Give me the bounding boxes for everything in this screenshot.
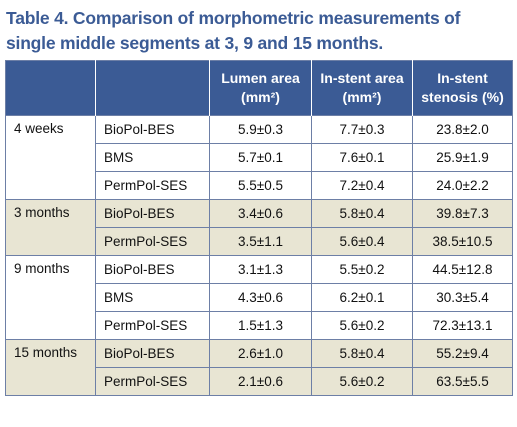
table-row: 15 months BioPol-BES 2.6±1.0 5.8±0.4 55.2±9.… [5,339,513,396]
stent-type-cell: PermPol-SES [95,171,210,200]
group-label: 9 months [5,255,96,340]
group-label: 15 months [5,339,96,396]
stent-type-cell: BioPol-BES [95,255,210,284]
stent-type-cell: PermPol-SES [95,367,210,396]
table-row: 4 weeks BioPol-BES 5.9±0.3 7.7±0.3 23.8±2.0 [5,115,513,200]
stent-type-cell: BMS [95,143,210,172]
stent-type-cell: BioPol-BES [95,199,210,228]
stent-type-cell: PermPol-SES [95,311,210,340]
instent-area-cell: 5.5±0.2 [311,255,413,284]
table-body: 4 weeks BioPol-BES 5.9±0.3 7.7±0.3 23.8±2.0 B… [5,115,513,396]
table-row: PermPol-SES 3.5±1.1 5.6±0.4 38.5±10.5 [6,227,513,256]
instent-stenosis-cell: 63.5±5.5 [412,367,513,396]
table-row: PermPol-SES 2.1±0.6 5.6±0.2 63.5±5.5 [6,367,513,396]
header-row: Lumen area (mm²) In-stent area (mm²) In-… [5,60,513,116]
stent-type-cell: BioPol-BES [95,115,210,144]
stent-type-cell: PermPol-SES [95,227,210,256]
instent-area-cell: 7.6±0.1 [311,143,413,172]
instent-stenosis-cell: 72.3±13.1 [412,311,513,340]
lumen-area-cell: 5.5±0.5 [209,171,312,200]
table-row: BMS 5.7±0.1 7.6±0.1 25.9±1.9 [6,143,513,172]
lumen-area-cell: 2.6±1.0 [209,339,312,368]
header-lumen-area: Lumen area (mm²) [209,60,312,116]
instent-area-cell: 5.6±0.2 [311,311,413,340]
instent-area-cell: 7.2±0.4 [311,171,413,200]
table-header: Lumen area (mm²) In-stent area (mm²) In-… [5,60,513,116]
lumen-area-cell: 3.4±0.6 [209,199,312,228]
table-row: 9 months BioPol-BES 3.1±1.3 5.5±0.2 44.5±12.… [5,255,513,340]
instent-area-cell: 5.8±0.4 [311,339,413,368]
instent-stenosis-cell: 23.8±2.0 [412,115,513,144]
lumen-area-cell: 5.7±0.1 [209,143,312,172]
lumen-area-cell: 3.5±1.1 [209,227,312,256]
header-group [5,60,96,116]
header-instent-area: In-stent area (mm²) [311,60,413,116]
lumen-area-cell: 3.1±1.3 [209,255,312,284]
instent-stenosis-cell: 25.9±1.9 [412,143,513,172]
group-label: 3 months [5,199,96,256]
instent-stenosis-cell: 24.0±2.2 [412,171,513,200]
instent-stenosis-cell: 38.5±10.5 [412,227,513,256]
table-row: BMS 4.3±0.6 6.2±0.1 30.3±5.4 [6,283,513,312]
stent-type-cell: BMS [95,283,210,312]
table-caption: Table 4. Comparison of morphometric meas… [6,8,461,53]
morphometric-table: Lumen area (mm²) In-stent area (mm²) In-… [5,60,513,396]
header-stent [95,60,210,116]
instent-area-cell: 7.7±0.3 [311,115,413,144]
instent-stenosis-cell: 30.3±5.4 [412,283,513,312]
instent-stenosis-cell: 55.2±9.4 [412,339,513,368]
table-row: PermPol-SES 5.5±0.5 7.2±0.4 24.0±2.2 [6,171,513,200]
stent-type-cell: BioPol-BES [95,339,210,368]
instent-stenosis-cell: 39.8±7.3 [412,199,513,228]
instent-area-cell: 5.6±0.2 [311,367,413,396]
lumen-area-cell: 5.9±0.3 [209,115,312,144]
instent-stenosis-cell: 44.5±12.8 [412,255,513,284]
instent-area-cell: 5.6±0.4 [311,227,413,256]
instent-area-cell: 5.8±0.4 [311,199,413,228]
instent-area-cell: 6.2±0.1 [311,283,413,312]
group-label: 4 weeks [5,115,96,200]
table-row: 3 months BioPol-BES 3.4±0.6 5.8±0.4 39.8±7.3 [5,199,513,256]
lumen-area-cell: 1.5±1.3 [209,311,312,340]
lumen-area-cell: 4.3±0.6 [209,283,312,312]
lumen-area-cell: 2.1±0.6 [209,367,312,396]
header-instent-stenosis: In-stent stenosis (%) [412,60,513,116]
